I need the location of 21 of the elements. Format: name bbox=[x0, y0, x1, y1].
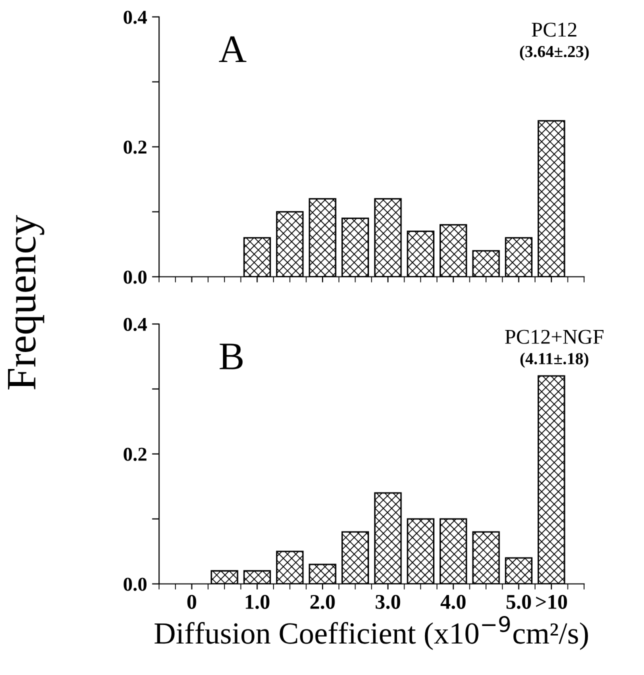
x-tick-label: 3.0 bbox=[376, 594, 400, 610]
x-tick-label: 4.0 bbox=[440, 594, 466, 610]
annotation: PC12 bbox=[532, 22, 576, 37]
x-tick-label: >10 bbox=[536, 594, 567, 609]
annotation: B bbox=[220, 344, 243, 370]
y-axis-title: Frequency bbox=[8, 214, 44, 390]
y-tick-label: 0.4 bbox=[124, 10, 147, 24]
x-tick-label: 2.0 bbox=[310, 594, 335, 610]
y-tick-label: 0.2 bbox=[124, 448, 146, 461]
x-tick-label: 0 bbox=[187, 594, 196, 609]
annotation: (4.11±.18) bbox=[520, 352, 588, 368]
annotation: A bbox=[218, 36, 246, 62]
annotation: (3.64±.23) bbox=[520, 45, 589, 61]
y-tick-label: 0.0 bbox=[124, 578, 147, 591]
x-axis-title: Diffusion Coefficient (x10$^{−9}$cm²/s) bbox=[154, 616, 588, 650]
x-tick-label: 5.0 bbox=[506, 594, 531, 610]
x-tick-label: 1.0 bbox=[246, 594, 270, 610]
y-tick-label: 0.4 bbox=[124, 318, 147, 332]
annotation: PC12+NGF bbox=[505, 330, 604, 344]
y-tick-label: 0.0 bbox=[124, 270, 147, 284]
y-tick-label: 0.2 bbox=[124, 140, 146, 154]
